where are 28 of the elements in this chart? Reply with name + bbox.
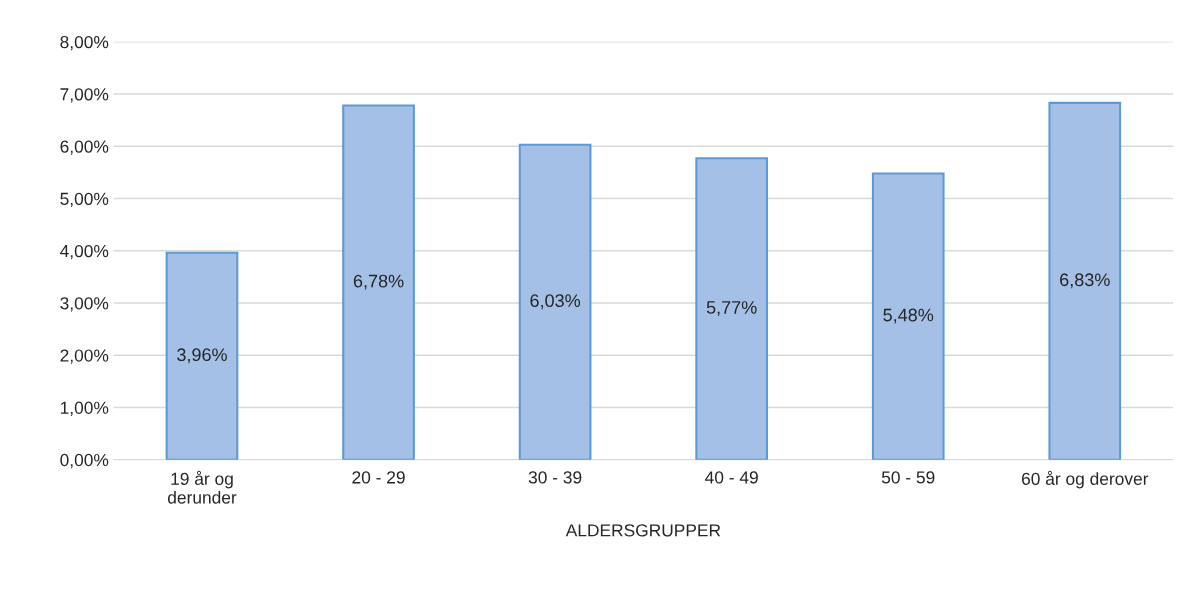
data-label: 6,83% [1060, 273, 1110, 289]
bar [871, 172, 945, 460]
data-label: 6,78% [353, 274, 404, 290]
bar [342, 104, 415, 460]
y-tick-label: 2,00% [60, 349, 109, 364]
bar [165, 251, 239, 460]
x-axis-title: ALDERSGRUPPER [565, 524, 721, 537]
data-label: 5,48% [883, 308, 934, 324]
y-tick-label: 5,00% [60, 192, 109, 208]
y-tick-label: 7,00% [60, 88, 109, 103]
y-tick-label: 8,00% [60, 35, 109, 51]
y-tick-label: 1,00% [60, 401, 109, 416]
x-tick-label: 30 - 39 [528, 471, 582, 484]
y-tick-label: 6,00% [60, 140, 109, 155]
x-tick-label: 20 - 29 [352, 471, 405, 484]
x-tick-label: 50 - 59 [881, 471, 935, 484]
x-tick-label: 60 år og derover [1021, 470, 1149, 489]
y-tick-label: 4,00% [60, 244, 109, 260]
bar [518, 143, 592, 460]
y-tick-label: 3,00% [60, 297, 109, 312]
data-label: 6,03% [530, 294, 581, 310]
data-label: 3,96% [177, 348, 227, 364]
bar [695, 157, 769, 460]
x-tick-label: 40 - 49 [705, 471, 758, 484]
data-label: 5,77% [706, 301, 757, 316]
x-tick-label: 19 år og derunder [167, 470, 237, 504]
y-tick-label: 0,00% [60, 453, 109, 469]
bar [1048, 101, 1122, 460]
